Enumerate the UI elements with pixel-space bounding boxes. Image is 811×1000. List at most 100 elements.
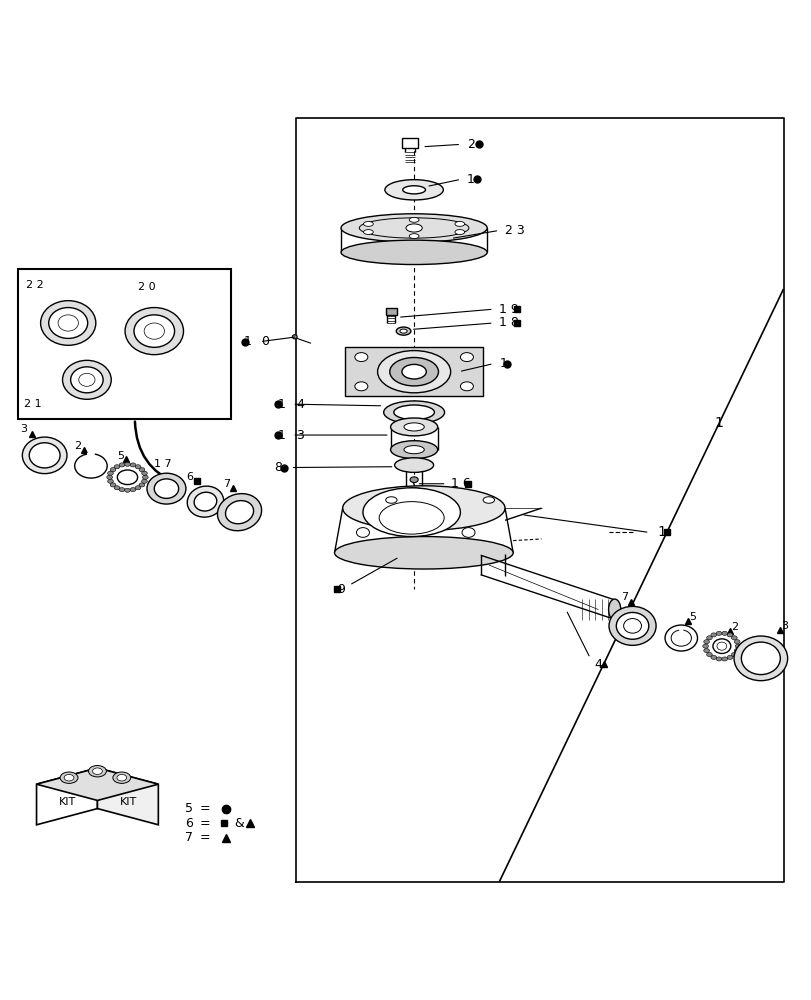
Text: 8: 8 [274, 461, 282, 474]
Ellipse shape [740, 642, 779, 675]
Ellipse shape [23, 437, 67, 474]
Ellipse shape [721, 657, 727, 661]
Ellipse shape [727, 655, 732, 659]
Text: 1: 1 [243, 335, 251, 348]
Ellipse shape [354, 382, 367, 391]
Ellipse shape [119, 488, 125, 492]
Text: 3: 3 [780, 621, 787, 631]
Ellipse shape [114, 486, 120, 490]
Ellipse shape [135, 465, 140, 469]
Wedge shape [679, 629, 682, 638]
Text: 7: 7 [620, 592, 628, 602]
Text: 1 7: 1 7 [153, 459, 171, 469]
Text: 5: 5 [689, 612, 696, 622]
Ellipse shape [703, 649, 709, 653]
Ellipse shape [110, 483, 116, 487]
Ellipse shape [403, 446, 423, 454]
Ellipse shape [334, 537, 513, 569]
Bar [18, 269, 230, 419]
Text: =: = [200, 831, 210, 844]
Ellipse shape [119, 463, 125, 467]
Text: 1: 1 [499, 357, 507, 370]
Ellipse shape [706, 652, 711, 657]
Ellipse shape [113, 772, 131, 783]
Ellipse shape [715, 631, 721, 635]
Ellipse shape [125, 488, 130, 492]
Polygon shape [36, 768, 97, 825]
Ellipse shape [399, 329, 406, 333]
Text: 1: 1 [657, 525, 666, 539]
Text: 4: 4 [594, 658, 602, 671]
Ellipse shape [396, 327, 410, 335]
Text: 2: 2 [74, 441, 81, 451]
Ellipse shape [114, 465, 120, 469]
Ellipse shape [107, 475, 112, 479]
Ellipse shape [363, 230, 373, 234]
Ellipse shape [393, 405, 434, 420]
Ellipse shape [125, 462, 130, 466]
Bar [345, 347, 483, 396]
Ellipse shape [616, 612, 648, 639]
Ellipse shape [406, 488, 422, 494]
Ellipse shape [394, 458, 433, 472]
Text: 2: 2 [731, 622, 738, 632]
Ellipse shape [461, 528, 474, 537]
Text: 3: 3 [296, 429, 304, 442]
Ellipse shape [703, 640, 709, 644]
Ellipse shape [130, 463, 135, 467]
Ellipse shape [41, 301, 96, 345]
Ellipse shape [147, 473, 186, 504]
Ellipse shape [139, 468, 144, 472]
Ellipse shape [92, 768, 102, 774]
Ellipse shape [363, 488, 460, 537]
Text: KIT: KIT [58, 797, 76, 807]
Text: 1: 1 [466, 173, 474, 186]
Ellipse shape [29, 443, 60, 468]
Ellipse shape [141, 471, 147, 475]
Ellipse shape [64, 774, 74, 781]
Ellipse shape [608, 599, 620, 620]
Ellipse shape [483, 497, 494, 503]
Ellipse shape [735, 644, 740, 648]
Bar [385, 308, 397, 315]
Ellipse shape [733, 640, 739, 644]
Ellipse shape [403, 423, 423, 431]
Text: 7: 7 [185, 831, 193, 844]
Ellipse shape [727, 633, 732, 637]
Ellipse shape [292, 335, 297, 339]
Ellipse shape [225, 501, 253, 524]
Ellipse shape [139, 483, 144, 487]
Ellipse shape [410, 477, 418, 483]
Text: =: = [200, 802, 210, 815]
Ellipse shape [733, 636, 787, 681]
Ellipse shape [142, 475, 148, 479]
Ellipse shape [377, 351, 450, 393]
Ellipse shape [731, 652, 736, 657]
Ellipse shape [110, 468, 116, 472]
Text: 2 0: 2 0 [138, 282, 156, 292]
Bar [401, 138, 418, 148]
Ellipse shape [130, 488, 135, 492]
Text: 2 1: 2 1 [24, 399, 42, 409]
Ellipse shape [108, 471, 114, 475]
Ellipse shape [125, 308, 183, 355]
Polygon shape [36, 768, 158, 800]
Ellipse shape [356, 528, 369, 537]
Ellipse shape [363, 221, 373, 226]
Ellipse shape [460, 353, 473, 362]
Ellipse shape [710, 655, 716, 659]
Ellipse shape [354, 353, 367, 362]
Wedge shape [88, 453, 94, 466]
Text: 2 2: 2 2 [26, 280, 44, 290]
Text: 2: 2 [466, 138, 474, 151]
Ellipse shape [154, 479, 178, 498]
Ellipse shape [702, 644, 707, 648]
Text: 5: 5 [185, 802, 193, 815]
Text: 3: 3 [19, 424, 27, 434]
Polygon shape [97, 768, 158, 825]
Text: 4: 4 [296, 398, 304, 411]
Text: 9: 9 [337, 583, 345, 596]
Ellipse shape [721, 631, 727, 635]
Ellipse shape [731, 636, 736, 640]
Ellipse shape [71, 367, 103, 393]
